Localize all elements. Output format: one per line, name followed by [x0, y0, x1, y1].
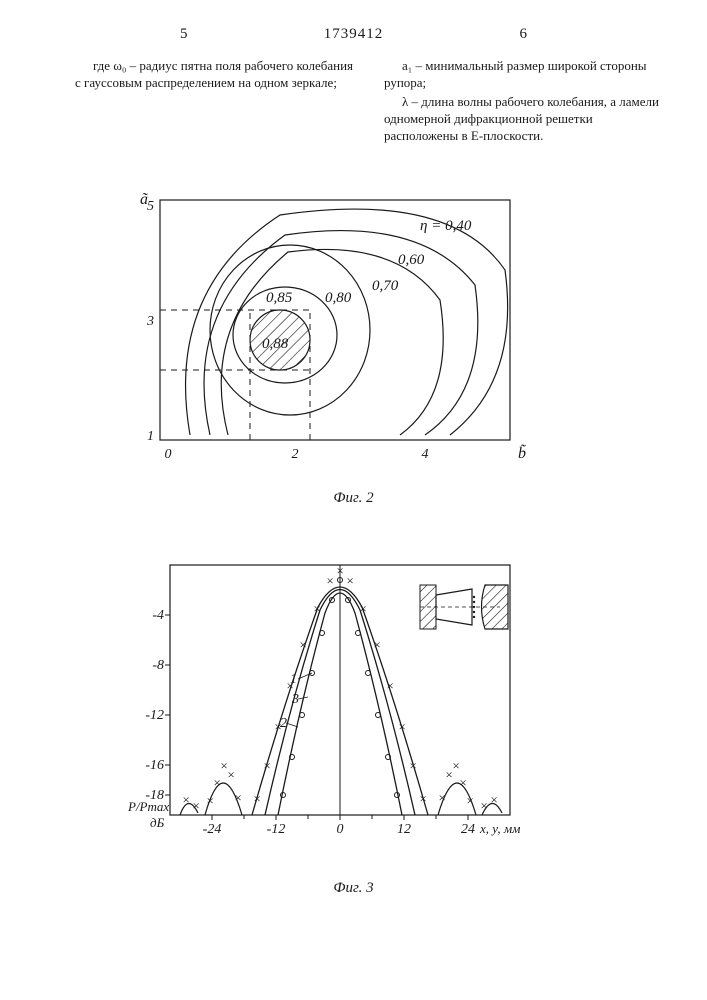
svg-text:×: ×	[480, 798, 489, 813]
fig2-xtick-2: 4	[422, 447, 429, 462]
svg-text:×: ×	[386, 678, 395, 693]
fig3-xtick-3: 12	[397, 822, 411, 837]
svg-text:×: ×	[359, 601, 368, 616]
curve-label-2: 2	[280, 716, 287, 731]
fig3-xtick-2: 0	[337, 822, 344, 837]
curve-label-3: 3	[291, 692, 299, 707]
svg-text:×: ×	[419, 791, 428, 806]
svg-text:×: ×	[459, 775, 468, 790]
svg-text:×: ×	[336, 563, 345, 578]
fig2-ytick-2: 5	[147, 199, 154, 214]
svg-text:×: ×	[466, 793, 475, 808]
fig2-y-axis-label: ã	[140, 191, 148, 208]
fig3-ytick-3: -16	[145, 758, 164, 773]
contour-label-085: 0,85	[266, 290, 293, 306]
svg-text:×: ×	[299, 637, 308, 652]
svg-text:×: ×	[227, 767, 236, 782]
fig3-xtick-4: 24	[461, 822, 475, 837]
svg-text:×: ×	[313, 601, 322, 616]
fig3-x-axis-label: x, y, мм	[479, 821, 520, 836]
page-number-left: 5	[180, 26, 188, 43]
figure-2: η = 0,40 0,60 0,70 0,80 0,85 0,88 0 2 4 …	[120, 190, 540, 470]
right-para-1: a₁ – минимальный размер широкой стороны …	[384, 58, 664, 92]
figure-2-svg: η = 0,40 0,60 0,70 0,80 0,85 0,88 0 2 4 …	[120, 190, 540, 470]
left-column: где ω₀ – радиус пятна поля рабочего коле…	[75, 58, 355, 94]
svg-text:×: ×	[234, 790, 243, 805]
figure-3-caption: Фиг. 3	[0, 880, 707, 897]
fig3-y-axis-label-top: P/Pmax	[127, 799, 169, 814]
svg-text:×: ×	[373, 637, 382, 652]
figure-3-svg: ×× ××× ×× ×× ×× ×× ××× ×× ×× ×× ×× ××× ×…	[120, 555, 540, 855]
fig3-xtick-1: -12	[267, 822, 286, 837]
right-column: a₁ – минимальный размер широкой стороны …	[384, 58, 664, 146]
curve-label-1: 1	[290, 672, 297, 687]
svg-text:×: ×	[452, 758, 461, 773]
svg-text:×: ×	[326, 573, 335, 588]
fig2-xtick-0: 0	[165, 447, 172, 462]
fig2-ytick-1: 3	[146, 314, 154, 329]
contour-label-070: 0,70	[372, 278, 399, 294]
contour-label-060: 0,60	[398, 252, 425, 268]
fig3-ytick-2: -12	[145, 708, 164, 723]
svg-text:×: ×	[398, 719, 407, 734]
svg-text:×: ×	[213, 775, 222, 790]
fig3-ytick-1: -8	[152, 658, 164, 673]
figure-2-caption: Фиг. 2	[0, 490, 707, 507]
svg-text:×: ×	[206, 793, 215, 808]
fig2-xtick-1: 2	[292, 447, 299, 462]
right-para-2: λ – длина волны рабочего колебания, а ла…	[384, 94, 664, 145]
fig3-ytick-0: -4	[152, 608, 164, 623]
document-number: 1739412	[324, 26, 384, 43]
svg-text:×: ×	[192, 798, 201, 813]
svg-text:×: ×	[438, 790, 447, 805]
contour-label-088: 0,88	[262, 336, 289, 352]
fig2-x-axis-label: b̃	[518, 444, 527, 462]
svg-text:×: ×	[263, 758, 272, 773]
svg-text:×: ×	[490, 792, 499, 807]
fig2-ytick-0: 1	[147, 429, 154, 444]
svg-text:×: ×	[346, 573, 355, 588]
svg-text:×: ×	[182, 792, 191, 807]
fig3-y-axis-label-bottom: дБ	[150, 815, 165, 830]
svg-text:×: ×	[253, 791, 262, 806]
left-para: где ω₀ – радиус пятна поля рабочего коле…	[75, 58, 355, 92]
page-number-right: 6	[520, 26, 528, 43]
fig3-xtick-0: -24	[203, 822, 222, 837]
contour-label-040: η = 0,40	[420, 218, 472, 234]
svg-text:×: ×	[409, 758, 418, 773]
figure-3: ×× ××× ×× ×× ×× ×× ××× ×× ×× ×× ×× ××× ×…	[120, 555, 540, 855]
contour-label-080: 0,80	[325, 290, 352, 306]
